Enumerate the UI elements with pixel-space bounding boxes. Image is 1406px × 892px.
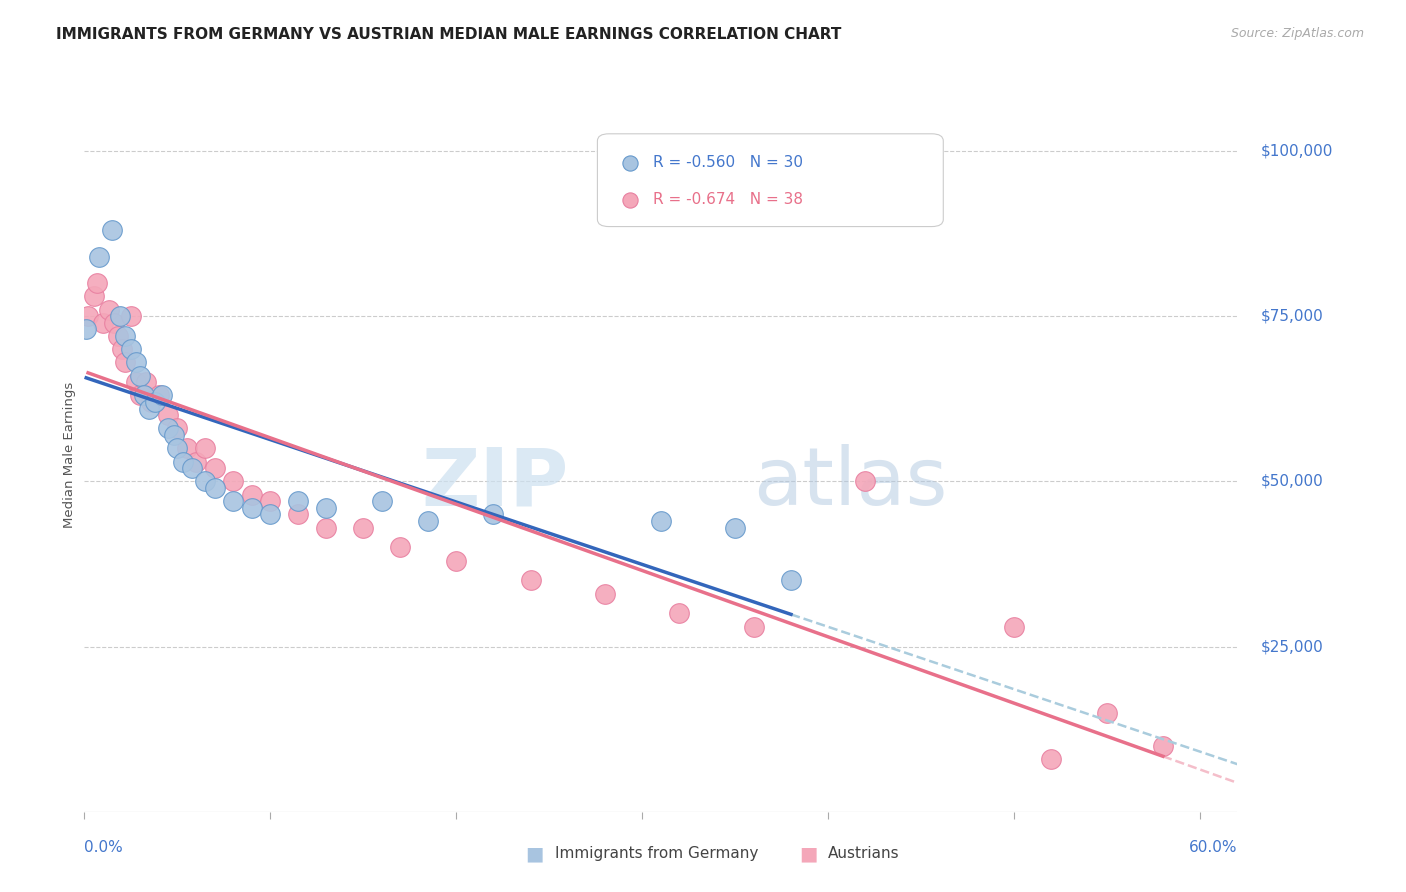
- Point: [91, 316, 114, 330]
- Text: ZIP: ZIP: [422, 444, 568, 523]
- Point: [132, 388, 155, 402]
- Point: [125, 376, 148, 390]
- Text: Immigrants from Germany: Immigrants from Germany: [555, 847, 759, 861]
- Point: [519, 574, 541, 588]
- Point: [240, 500, 263, 515]
- Text: 60.0%: 60.0%: [1189, 840, 1237, 855]
- Point: [89, 250, 111, 264]
- Point: [389, 541, 412, 555]
- Point: [222, 494, 245, 508]
- Text: atlas: atlas: [754, 444, 948, 523]
- Text: ■: ■: [799, 844, 818, 863]
- Point: [141, 395, 163, 409]
- Point: [418, 514, 440, 528]
- Point: [953, 805, 976, 819]
- Point: [108, 309, 131, 323]
- Point: [853, 475, 876, 489]
- Y-axis label: Median Male Earnings: Median Male Earnings: [63, 382, 76, 528]
- Text: Austrians: Austrians: [828, 847, 900, 861]
- Point: [86, 276, 108, 290]
- Point: [110, 342, 132, 356]
- Point: [129, 388, 152, 402]
- FancyBboxPatch shape: [598, 134, 943, 227]
- Point: [181, 461, 204, 475]
- Point: [742, 620, 765, 634]
- Point: [259, 508, 281, 522]
- Point: [1152, 739, 1174, 753]
- Point: [162, 428, 184, 442]
- Point: [953, 805, 976, 819]
- Point: [129, 368, 152, 383]
- Point: [77, 309, 100, 323]
- Point: [1095, 706, 1118, 720]
- Point: [125, 355, 148, 369]
- Point: [157, 421, 180, 435]
- Point: [315, 500, 337, 515]
- Point: [176, 442, 198, 456]
- Text: ■: ■: [524, 844, 544, 863]
- Point: [107, 329, 129, 343]
- Point: [194, 442, 217, 456]
- Point: [114, 355, 136, 369]
- Point: [138, 401, 160, 416]
- Point: [194, 475, 217, 489]
- Text: R = -0.560   N = 30: R = -0.560 N = 30: [652, 155, 803, 170]
- Point: [75, 322, 97, 336]
- Point: [1002, 620, 1025, 634]
- Text: $75,000: $75,000: [1260, 309, 1323, 324]
- Point: [148, 388, 170, 402]
- Text: Source: ZipAtlas.com: Source: ZipAtlas.com: [1230, 27, 1364, 40]
- Text: R = -0.674   N = 38: R = -0.674 N = 38: [652, 193, 803, 207]
- Point: [97, 302, 120, 317]
- Point: [120, 342, 142, 356]
- Point: [315, 520, 337, 534]
- Point: [240, 487, 263, 501]
- Text: 0.0%: 0.0%: [84, 840, 124, 855]
- Point: [83, 289, 105, 303]
- Point: [780, 574, 803, 588]
- Point: [668, 607, 690, 621]
- Point: [371, 494, 394, 508]
- Text: $50,000: $50,000: [1260, 474, 1323, 489]
- Point: [287, 494, 309, 508]
- Text: IMMIGRANTS FROM GERMANY VS AUSTRIAN MEDIAN MALE EARNINGS CORRELATION CHART: IMMIGRANTS FROM GERMANY VS AUSTRIAN MEDI…: [56, 27, 842, 42]
- Text: $25,000: $25,000: [1260, 639, 1323, 654]
- Point: [593, 587, 616, 601]
- Point: [184, 454, 207, 468]
- Point: [650, 514, 672, 528]
- Point: [135, 376, 157, 390]
- Text: $100,000: $100,000: [1260, 144, 1333, 159]
- Point: [166, 442, 188, 456]
- Point: [259, 494, 281, 508]
- Point: [143, 395, 166, 409]
- Point: [103, 316, 125, 330]
- Point: [482, 508, 505, 522]
- Point: [352, 520, 374, 534]
- Point: [1040, 752, 1063, 766]
- Point: [446, 554, 468, 568]
- Point: [204, 461, 226, 475]
- Point: [120, 309, 142, 323]
- Point: [724, 520, 747, 534]
- Point: [114, 329, 136, 343]
- Point: [101, 223, 124, 237]
- Point: [157, 409, 180, 423]
- Point: [204, 481, 226, 495]
- Point: [152, 388, 174, 402]
- Point: [222, 475, 245, 489]
- Point: [287, 508, 309, 522]
- Point: [166, 421, 188, 435]
- Point: [172, 454, 194, 468]
